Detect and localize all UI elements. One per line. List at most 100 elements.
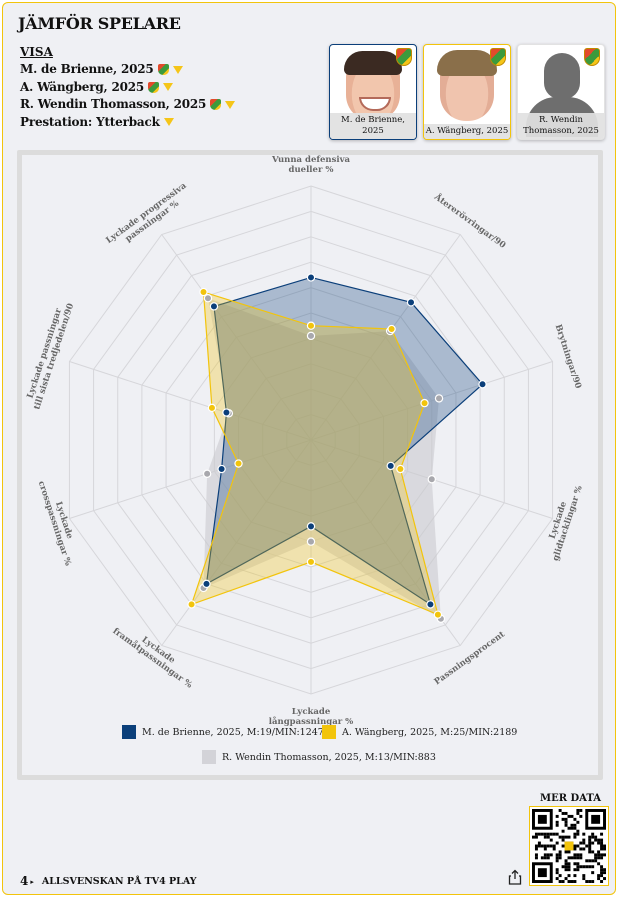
player-card-3[interactable]: R. Wendin Thomasson, 2025 — [517, 44, 605, 140]
qr-module — [555, 832, 559, 836]
qr-module — [561, 865, 565, 869]
qr-module — [555, 841, 559, 845]
data-point[interactable] — [187, 600, 196, 609]
legend-swatch — [322, 725, 336, 739]
data-point[interactable] — [478, 380, 487, 389]
data-point[interactable] — [209, 302, 219, 311]
qr-module — [600, 856, 604, 860]
qr-module — [564, 859, 568, 863]
qr-module — [534, 844, 538, 848]
qr-module — [561, 844, 565, 848]
axis-label: Brytningar/90 — [553, 323, 583, 390]
caret-down-icon[interactable] — [172, 65, 183, 74]
qr-code-icon[interactable] — [529, 806, 609, 886]
data-point[interactable] — [427, 475, 436, 484]
data-point[interactable] — [222, 408, 231, 417]
data-point[interactable] — [234, 459, 243, 468]
legend-item-2[interactable]: A. Wängberg, 2025, M:25/MIN:2189 — [322, 725, 517, 739]
qr-module — [555, 814, 559, 818]
tv4-logo-icon: 4 — [20, 874, 29, 888]
data-point[interactable] — [202, 579, 211, 589]
legend-swatch — [122, 725, 136, 739]
qr-module — [564, 820, 568, 824]
radar-series — [187, 273, 487, 623]
qr-module — [546, 835, 550, 839]
qr-module — [573, 868, 577, 872]
data-point[interactable] — [386, 461, 395, 471]
qr-module — [546, 832, 550, 836]
qr-module — [576, 829, 580, 833]
qr-module — [546, 853, 550, 857]
player-card-label: R. Wendin Thomasson, 2025 — [518, 113, 604, 139]
qr-module — [564, 868, 568, 872]
data-point[interactable] — [306, 321, 316, 330]
data-point[interactable] — [217, 464, 226, 474]
qr-module — [603, 847, 606, 851]
legend-swatch — [202, 750, 216, 764]
qr-code-graphic — [532, 809, 606, 883]
player-selector-1[interactable]: M. de Brienne, 2025 — [20, 61, 235, 79]
data-point[interactable] — [434, 394, 444, 403]
qr-module — [603, 844, 606, 848]
data-point[interactable] — [203, 294, 213, 303]
data-point[interactable] — [387, 324, 396, 334]
qr-module — [600, 844, 604, 848]
data-point[interactable] — [306, 557, 316, 567]
club-crest-icon — [490, 48, 506, 66]
qr-module — [564, 823, 568, 827]
qr-module — [576, 865, 580, 869]
caret-down-icon[interactable] — [225, 100, 236, 109]
data-point[interactable] — [306, 522, 316, 531]
caret-down-icon[interactable] — [163, 83, 174, 92]
qr-module — [537, 868, 547, 878]
player-selector-3[interactable]: R. Wendin Thomasson, 2025 — [20, 96, 236, 114]
qr-module — [576, 844, 580, 848]
qr-module — [567, 826, 571, 830]
data-point[interactable] — [396, 464, 405, 474]
data-point[interactable] — [306, 537, 316, 546]
data-point[interactable] — [199, 287, 208, 297]
club-crest-icon — [157, 64, 169, 76]
qr-module — [576, 856, 580, 860]
qr-module — [546, 856, 550, 860]
qr-module — [543, 853, 547, 857]
data-point[interactable] — [406, 298, 416, 307]
qr-module — [555, 853, 559, 857]
qr-module — [579, 841, 583, 845]
legend-item-3[interactable]: R. Wendin Thomasson, 2025, M:13/MIN:883 — [202, 750, 436, 764]
qr-module — [588, 850, 592, 854]
data-point[interactable] — [433, 610, 443, 619]
qr-module — [597, 874, 601, 878]
player-card-1[interactable]: M. de Brienne, 2025 — [329, 44, 417, 140]
qr-module — [549, 832, 553, 836]
qr-module — [564, 841, 574, 851]
share-icon[interactable] — [508, 869, 522, 885]
position-selector[interactable]: Prestation: Ytterback — [20, 114, 235, 132]
data-point[interactable] — [306, 273, 316, 282]
player-card-2[interactable]: A. Wängberg, 2025 — [423, 44, 511, 140]
qr-module — [567, 862, 571, 866]
qr-module — [540, 844, 544, 848]
qr-module — [558, 853, 562, 857]
data-point[interactable] — [202, 469, 212, 478]
more-data-label: MER DATA — [540, 793, 602, 804]
legend-item-1[interactable]: M. de Brienne, 2025, M:19/MIN:1247 — [122, 725, 324, 739]
qr-module — [603, 868, 606, 872]
data-point[interactable] — [426, 600, 435, 609]
qr-module — [549, 844, 553, 848]
qr-module — [540, 832, 544, 836]
qr-module — [555, 871, 559, 875]
data-point[interactable] — [306, 331, 316, 341]
caret-down-icon[interactable] — [163, 118, 174, 127]
qr-module — [534, 835, 538, 839]
data-point[interactable] — [420, 398, 429, 408]
tv4-play-link[interactable]: 4 ▸ ALLSVENSKAN PÅ TV4 PLAY — [20, 874, 197, 888]
axis-label: Återerövringar/90 — [431, 190, 508, 251]
player-selector-2[interactable]: A. Wängberg, 2025 — [20, 79, 235, 97]
data-point[interactable] — [207, 403, 217, 413]
qr-module — [570, 814, 574, 818]
qr-module — [573, 853, 577, 857]
qr-module — [585, 865, 589, 869]
qr-module — [573, 880, 577, 883]
legend-label: A. Wängberg, 2025, M:25/MIN:2189 — [342, 726, 518, 738]
